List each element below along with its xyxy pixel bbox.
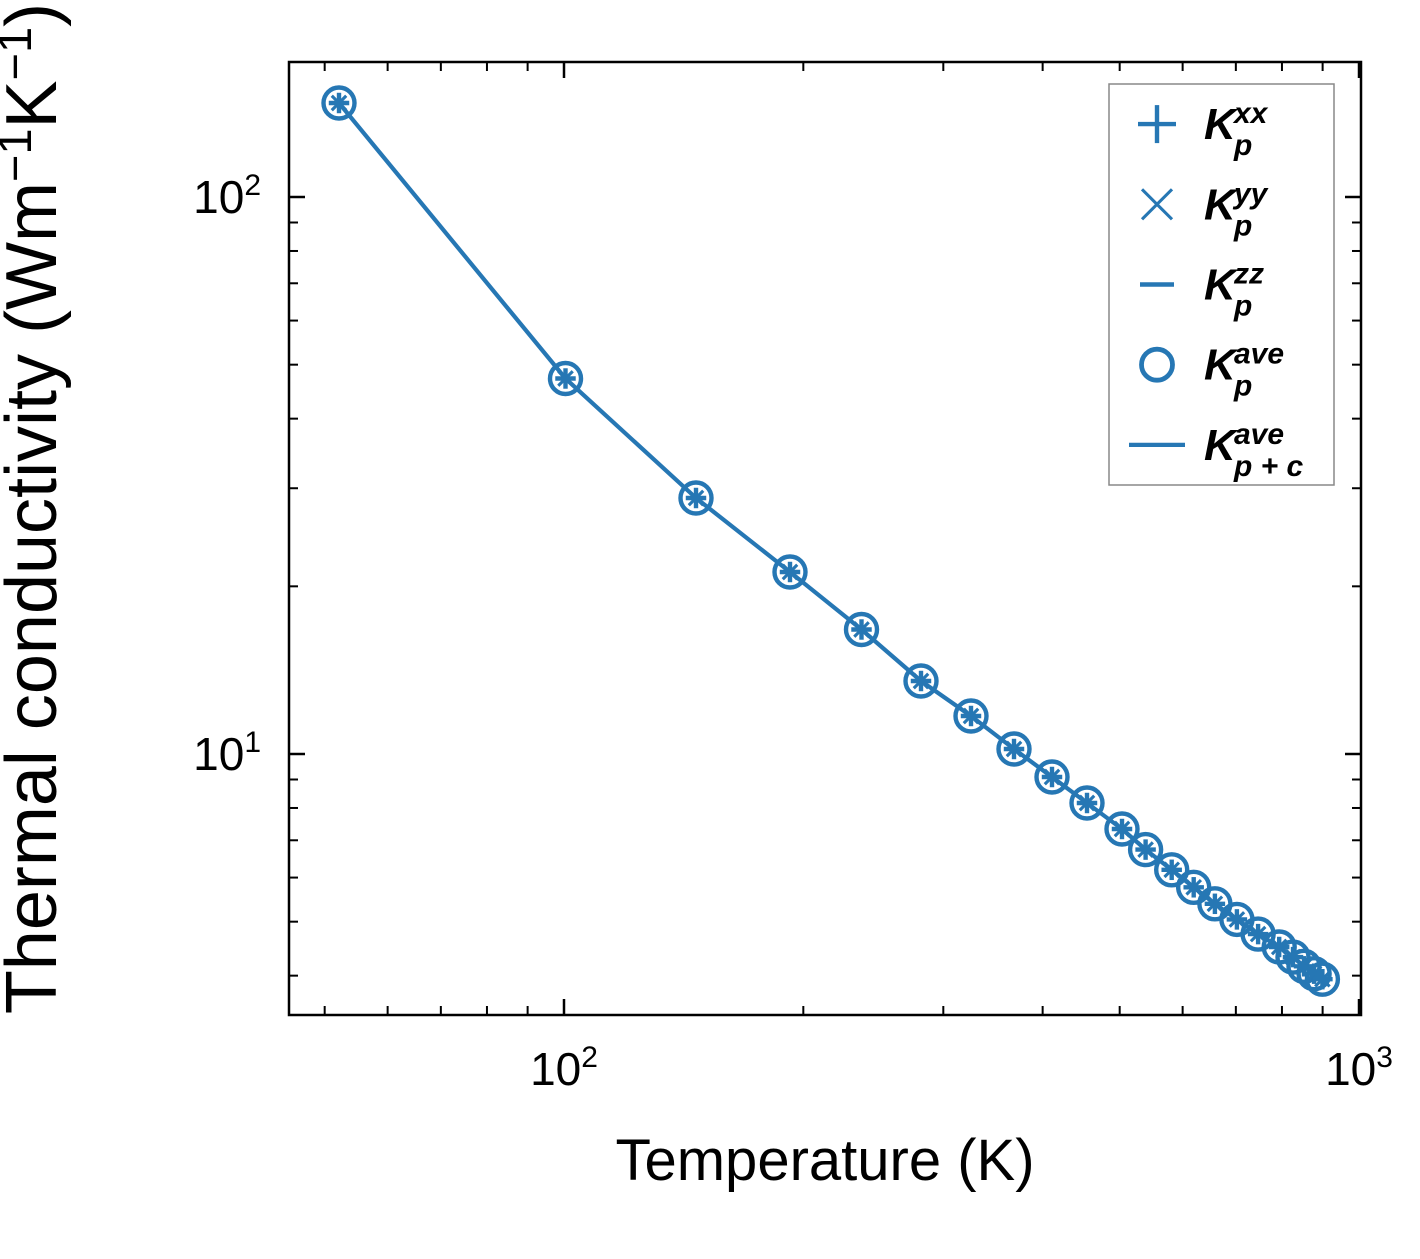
svg-text:p + c: p + c bbox=[1233, 450, 1304, 483]
svg-text:p: p bbox=[1233, 129, 1252, 162]
svg-text:p: p bbox=[1233, 370, 1252, 403]
svg-text:ave: ave bbox=[1234, 338, 1284, 371]
svg-text:yy: yy bbox=[1232, 177, 1269, 210]
svg-text:p: p bbox=[1233, 290, 1252, 323]
svg-text:xx: xx bbox=[1232, 97, 1269, 130]
svg-text:zz: zz bbox=[1233, 258, 1264, 291]
svg-text:p: p bbox=[1233, 209, 1252, 242]
svg-text:ave: ave bbox=[1234, 418, 1284, 451]
svg-text:Temperature (K): Temperature (K) bbox=[615, 1128, 1034, 1193]
